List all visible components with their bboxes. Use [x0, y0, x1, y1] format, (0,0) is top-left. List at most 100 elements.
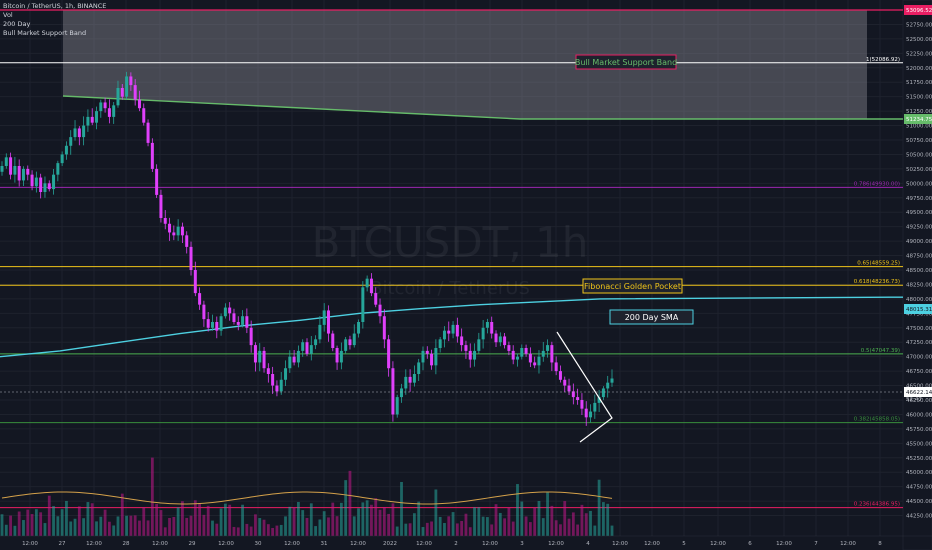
- price-axis: [902, 0, 932, 550]
- wedge-pattern: [556, 331, 613, 443]
- volume-bar: [554, 520, 558, 536]
- candle-body: [400, 388, 404, 398]
- volume-bar: [95, 521, 98, 536]
- volume-bar: [172, 516, 176, 536]
- volume-bar: [292, 507, 296, 536]
- volume-bar: [335, 516, 339, 536]
- time-tick: 6: [748, 541, 752, 547]
- volume-bar: [52, 506, 55, 536]
- volume-bar: [112, 525, 116, 536]
- price-tag-band: 51234.75: [904, 114, 932, 124]
- chart-legend: Bitcoin / TetherUS, 1h, BINANCE Vol 200 …: [3, 2, 106, 38]
- volume-bar: [176, 507, 180, 536]
- candle-body: [309, 345, 313, 354]
- volume-bar: [107, 521, 111, 536]
- volume-bar: [580, 504, 584, 536]
- price-tick: 47750.00: [906, 311, 932, 317]
- volume-bar: [150, 457, 154, 536]
- volume-bar: [365, 500, 369, 536]
- countdown-text: 52:47: [906, 397, 922, 403]
- time-tick: 12:00: [612, 541, 628, 547]
- price-tick: 52500.00: [906, 37, 932, 43]
- candle-body: [301, 342, 305, 351]
- candle-body: [17, 166, 21, 181]
- candle-body: [533, 362, 537, 366]
- time-axis-labels: 12:00 27 12:00 28 12:00 29 12:00 30 12:00 31 12:00…: [22, 541, 882, 547]
- candle-body: [460, 336, 464, 346]
- price-tick: 46500.00: [906, 384, 932, 390]
- volume-bar: [0, 514, 4, 536]
- price-tick: 46250.00: [906, 398, 932, 404]
- volume-bar: [344, 480, 348, 536]
- volume-bar: [241, 504, 244, 536]
- candle-body: [21, 168, 25, 181]
- volume-bar: [86, 502, 90, 536]
- price-tick: 48250.00: [906, 282, 932, 288]
- price-tick: 46000.00: [906, 412, 932, 418]
- volume-bar: [159, 510, 163, 536]
- legend-volume: Vol: [3, 11, 13, 19]
- volume-bar: [528, 522, 532, 536]
- candle-body: [357, 322, 361, 334]
- volume-bar: [34, 509, 38, 536]
- watermark-title: BTCUSDT, 1h: [311, 218, 589, 267]
- bull-band-lower-line: [62, 95, 903, 120]
- bull-band-annotation-text: Bull Market Support Band: [575, 58, 677, 67]
- fib-levels: 1(52086.92) 0.786(49930.00) 0.65(48559.25)…: [0, 57, 903, 509]
- volume-bar: [279, 524, 283, 536]
- legend-bull-band: Bull Market Support Band: [3, 29, 87, 37]
- candle-body: [292, 356, 296, 363]
- volume-bar: [13, 525, 17, 536]
- price-tag-last: 46622.14: [904, 387, 932, 397]
- candle-body: [52, 174, 56, 190]
- candle-body: [606, 382, 610, 389]
- time-tick: 4: [586, 541, 590, 547]
- volume-bar: [232, 526, 236, 536]
- candle-body: [580, 400, 584, 409]
- fib-label: 0.618(48236.73): [854, 279, 900, 285]
- candle-body: [593, 402, 597, 412]
- volume-bar: [314, 526, 317, 536]
- candle-body: [434, 348, 438, 366]
- candle-body: [576, 397, 580, 400]
- volume-bar: [460, 520, 464, 536]
- volume-bar: [425, 522, 429, 536]
- candle-body: [550, 345, 554, 363]
- volume-bar: [322, 511, 326, 536]
- candle-body: [473, 350, 477, 360]
- volume-bar: [309, 503, 313, 536]
- volume-bar: [82, 518, 86, 536]
- candle-body: [219, 316, 223, 331]
- sma-annotation-text: 200 Day SMA: [625, 313, 679, 322]
- volume-bar: [99, 516, 103, 536]
- candle-body: [150, 142, 154, 169]
- time-tick: 8: [878, 541, 882, 547]
- volume-bar: [271, 527, 275, 536]
- candle-body: [571, 391, 575, 398]
- candle-body: [335, 348, 339, 363]
- volume-bar: [387, 513, 391, 536]
- price-tag-top-text: 53096.52: [906, 8, 932, 14]
- candle-body: [39, 177, 43, 192]
- candle-body: [382, 316, 386, 340]
- volume-bar: [408, 523, 412, 536]
- volume-bar: [451, 512, 455, 536]
- candle-body: [4, 157, 8, 166]
- volume-bar: [563, 501, 567, 536]
- legend-symbol: Bitcoin / TetherUS, 1h, BINANCE: [3, 2, 107, 10]
- candle-body: [404, 376, 408, 389]
- candles: [0, 71, 614, 426]
- candle-body: [296, 350, 300, 363]
- volume-bar: [116, 516, 120, 536]
- volume-bar: [524, 516, 528, 536]
- candle-body: [455, 324, 459, 337]
- candle-body: [610, 378, 614, 383]
- volume-bar: [168, 517, 171, 536]
- volume-bar: [597, 479, 601, 536]
- sma-annotation-box: [609, 309, 694, 325]
- volume-ma-line: [1, 491, 613, 505]
- price-tag-top-bg: [904, 5, 932, 15]
- volume-bar: [185, 517, 189, 536]
- candle-body: [558, 371, 562, 380]
